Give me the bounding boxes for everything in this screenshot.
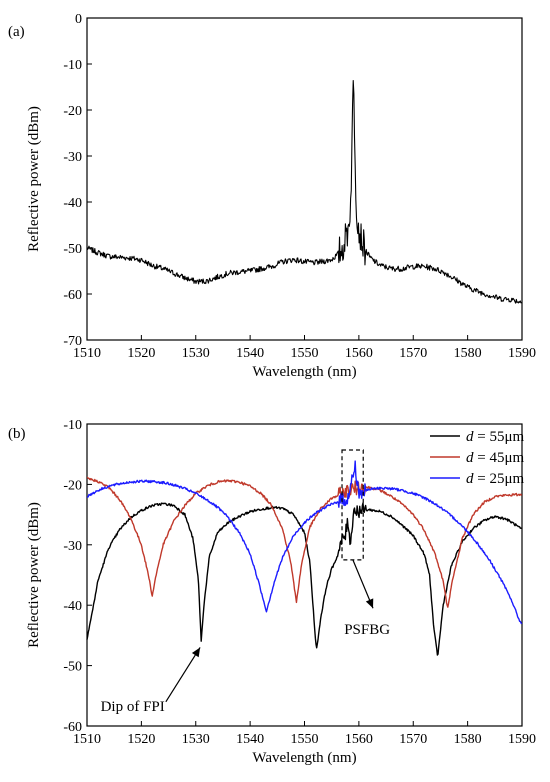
dip-of-fpi-arrow [165,647,201,703]
series-line-2 [86,476,523,608]
y-tick-label: -40 [63,599,82,614]
panel-b-ticks: 1510 1520 1530 1540 1550 1560 1570 1580 1590 -10 -… [63,418,536,747]
x-tick-label: 1570 [399,732,427,747]
panel-b-plot-frame [86,423,523,727]
legend-label-value: = 45μm [474,450,525,466]
legend-label-var: d [466,471,474,487]
x-tick-label: 1570 [399,346,427,361]
legend-label-value: = 25μm [474,471,525,487]
y-tick-label: -30 [63,539,82,554]
x-tick-label: 1530 [182,732,210,747]
panel-b-annotations: PSFBG Dip of FPI [101,449,390,715]
x-tick-label: 1590 [508,732,536,747]
x-tick-label: 1550 [291,732,319,747]
x-tick-label: 1590 [508,346,536,361]
series-line-1 [86,502,522,656]
panel-b-x-axis-label: Wavelength (nm) [252,750,356,766]
x-tick-label: 1510 [73,732,101,747]
panel-a-ticks: 1510 1520 1530 1540 1550 1560 1570 1580 1590 0 -10… [63,12,536,361]
x-tick-label: 1530 [182,346,210,361]
panel-a-x-axis-label: Wavelength (nm) [252,364,356,380]
y-tick-label: -60 [63,720,82,735]
x-tick-label: 1540 [236,346,264,361]
y-tick-label: -10 [63,58,82,73]
x-tick-label: 1510 [73,346,101,361]
legend-label-var: d [466,429,474,445]
panel-a: (a) 1510 1520 1530 1540 1550 1560 1570 1580 1590… [8,12,536,380]
y-tick-label: -30 [63,150,82,165]
x-tick-label: 1520 [127,732,155,747]
y-tick-label: -50 [63,660,82,675]
y-tick-label: -70 [63,334,82,349]
psfbg-annotation-label: PSFBG [344,622,390,638]
panel-a-series [86,79,522,304]
legend-label-value: = 55μm [474,429,525,445]
panel-b-series [86,460,523,656]
x-tick-label: 1560 [345,732,373,747]
panel-b-y-axis-label: Reflective power (dBm) [26,502,42,648]
panel-a-y-axis-label: Reflective power (dBm) [26,106,42,252]
y-tick-label: -60 [63,288,82,303]
panel-a-label: (a) [8,24,25,40]
panel-a-plot-frame [86,17,523,341]
psfbg-arrow-head [365,598,374,609]
x-tick-label: 1580 [454,732,482,747]
x-tick-label: 1580 [454,346,482,361]
x-tick-label: 1520 [127,346,155,361]
y-tick-label: -20 [63,104,82,119]
dip-of-fpi-arrow-head [191,647,201,658]
y-tick-label: 0 [75,12,82,27]
y-tick-label: -40 [63,196,82,211]
y-tick-label: -10 [63,418,82,433]
series-line-1 [86,79,522,304]
dip-of-fpi-annotation-label: Dip of FPI [101,699,165,715]
legend-label-3: d = 25μm [466,471,525,487]
y-tick-label: -50 [63,242,82,257]
x-tick-label: 1550 [291,346,319,361]
legend-label-1: d = 55μm [466,429,525,445]
psfbg-dashed-box [341,449,364,561]
legend-label-var: d [466,450,474,466]
x-tick-label: 1560 [345,346,373,361]
legend-label-2: d = 45μm [466,450,525,466]
y-tick-label: -20 [63,478,82,493]
x-tick-label: 1540 [236,732,264,747]
series-line-3 [86,460,523,625]
panel-b: (b) 1510 1520 1530 1540 1550 1560 1570 1580 1590… [8,418,536,766]
panel-b-label: (b) [8,426,26,442]
